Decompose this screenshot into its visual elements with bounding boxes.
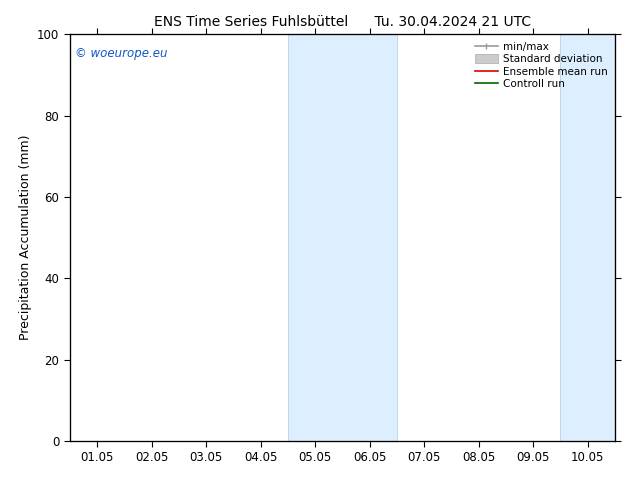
Title: ENS Time Series Fuhlsbüttel      Tu. 30.04.2024 21 UTC: ENS Time Series Fuhlsbüttel Tu. 30.04.20… <box>154 15 531 29</box>
Y-axis label: Precipitation Accumulation (mm): Precipitation Accumulation (mm) <box>18 135 32 341</box>
Text: © woeurope.eu: © woeurope.eu <box>75 47 167 59</box>
Legend: min/max, Standard deviation, Ensemble mean run, Controll run: min/max, Standard deviation, Ensemble me… <box>470 37 612 94</box>
Bar <box>288 34 397 441</box>
Bar <box>560 34 615 441</box>
